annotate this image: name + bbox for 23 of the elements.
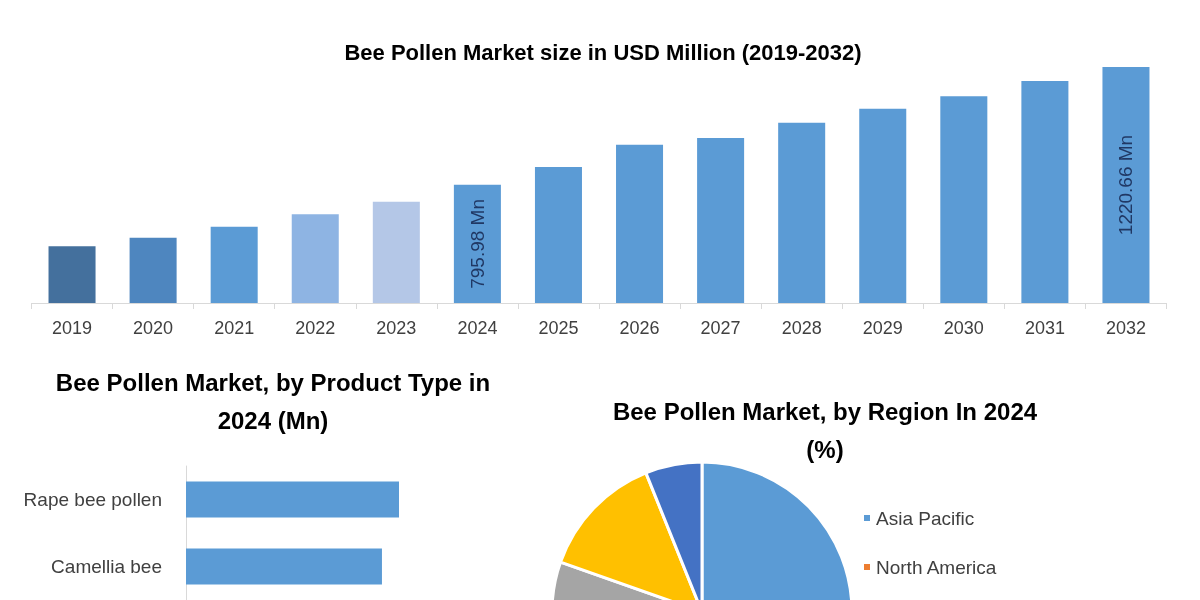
x-tick-label: 2030	[943, 318, 984, 338]
data-label: 1220.66 Mn	[1115, 134, 1137, 236]
x-tick-label: 2028	[781, 318, 822, 338]
x-tick-label: 2025	[538, 318, 579, 338]
x-tick-label: 2026	[619, 318, 660, 338]
x-tick-label: 2021	[214, 318, 255, 338]
data-label: 795.98 Mn	[466, 199, 488, 289]
chart-title: Bee Pollen Market, by Region In 2024 (%)	[612, 397, 1038, 463]
legend-label: Asia Pacific	[876, 507, 975, 529]
chart-title: Bee Pollen Market, by Product Type in 2024 (Mn)	[55, 368, 491, 434]
x-tick-label: 2029	[862, 318, 903, 338]
y-tick-label: Camellia bee	[51, 556, 162, 577]
y-tick-label: Rape bee pollen	[23, 489, 162, 510]
x-tick-label: 2020	[133, 318, 174, 338]
chart-title: Bee Pollen Market size in USD Million (2019-2032)	[344, 39, 862, 65]
x-tick-label: 2027	[700, 318, 741, 338]
x-tick-label: 2032	[1105, 318, 1146, 338]
legend-label: North America	[876, 556, 997, 578]
x-tick-label: 2019	[52, 318, 93, 338]
x-tick-label: 2024	[457, 318, 498, 338]
x-tick-label: 2022	[295, 318, 336, 338]
x-tick-label: 2023	[376, 318, 417, 338]
x-tick-label: 2031	[1024, 318, 1065, 338]
